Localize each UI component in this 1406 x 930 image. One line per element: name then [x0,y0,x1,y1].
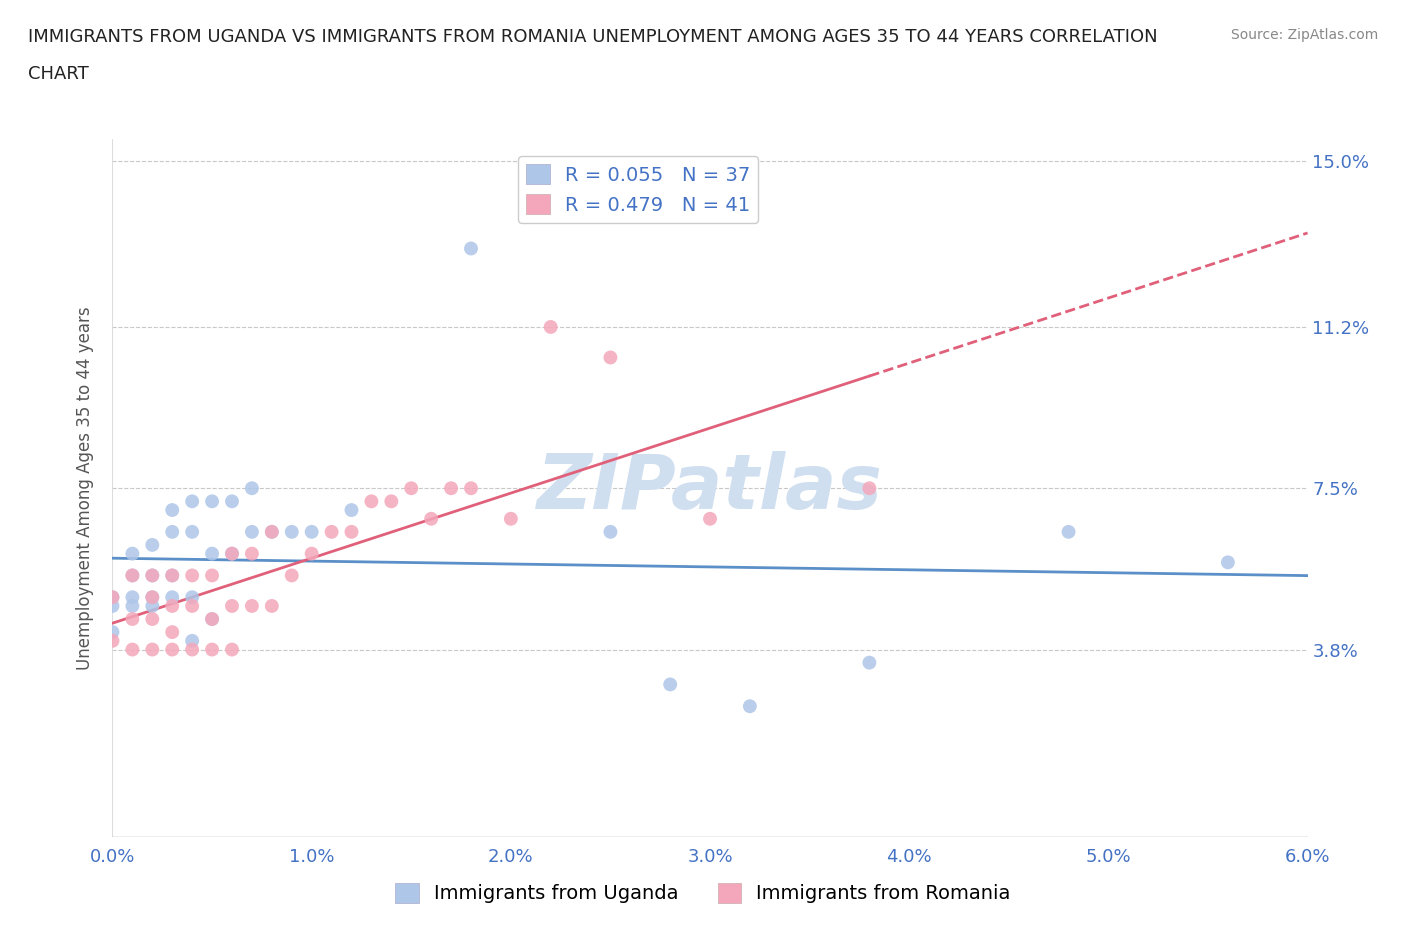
Point [181,568,204,583]
Point [121,612,143,627]
Point [121,590,143,604]
Point [201,612,224,627]
Point [141,568,163,583]
Point [121,599,143,614]
Point [221,494,243,509]
Point [181,642,204,657]
Point [360,494,382,509]
Point [858,481,880,496]
Point [699,512,721,526]
Point [141,568,163,583]
Point [260,599,283,614]
Point [240,599,263,614]
Point [162,599,183,614]
Point [659,677,682,692]
Point [599,525,621,539]
Point [162,625,183,640]
Legend: R = 0.055   N = 37, R = 0.479   N = 41: R = 0.055 N = 37, R = 0.479 N = 41 [519,156,758,222]
Point [540,320,562,335]
Point [380,494,402,509]
Point [221,599,243,614]
Point [420,512,443,526]
Point [440,481,463,496]
Y-axis label: Unemployment Among Ages 35 to 44 years: Unemployment Among Ages 35 to 44 years [76,307,94,670]
Point [221,546,243,561]
Point [221,546,243,561]
Point [201,568,224,583]
Point [221,642,243,657]
Point [201,612,224,627]
Point [1057,525,1080,539]
Point [162,568,183,583]
Point [460,241,482,256]
Point [858,655,880,670]
Point [340,525,363,539]
Point [162,525,183,539]
Point [141,538,163,552]
Point [181,525,204,539]
Point [240,546,263,561]
Point [321,525,343,539]
Point [101,590,124,604]
Point [260,525,283,539]
Point [141,590,163,604]
Point [181,633,204,648]
Point [121,642,143,657]
Point [201,546,224,561]
Point [240,525,263,539]
Point [201,642,224,657]
Point [141,642,163,657]
Point [281,568,304,583]
Point [121,568,143,583]
Point [101,625,124,640]
Point [260,525,283,539]
Point [162,568,183,583]
Point [301,525,323,539]
Point [121,568,143,583]
Point [141,599,163,614]
Point [1216,555,1239,570]
Text: IMMIGRANTS FROM UGANDA VS IMMIGRANTS FROM ROMANIA UNEMPLOYMENT AMONG AGES 35 TO : IMMIGRANTS FROM UGANDA VS IMMIGRANTS FRO… [28,28,1157,46]
Point [240,481,263,496]
Text: ZIPatlas: ZIPatlas [537,451,883,525]
Text: CHART: CHART [28,65,89,83]
Point [101,590,124,604]
Point [121,546,143,561]
Text: Source: ZipAtlas.com: Source: ZipAtlas.com [1230,28,1378,42]
Point [599,350,621,365]
Point [738,698,761,713]
Point [181,599,204,614]
Point [162,502,183,517]
Point [141,590,163,604]
Point [181,590,204,604]
Point [340,502,363,517]
Point [181,494,204,509]
Point [460,481,482,496]
Point [499,512,522,526]
Point [401,481,423,496]
Point [101,633,124,648]
Point [101,599,124,614]
Point [162,642,183,657]
Point [201,494,224,509]
Point [301,546,323,561]
Point [162,590,183,604]
Point [141,612,163,627]
Point [281,525,304,539]
Legend: Immigrants from Uganda, Immigrants from Romania: Immigrants from Uganda, Immigrants from … [388,875,1018,911]
